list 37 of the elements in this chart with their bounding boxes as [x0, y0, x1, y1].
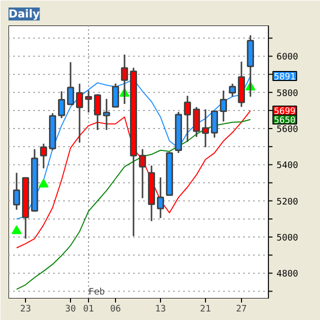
x-tick-label: 23 [20, 304, 32, 314]
text: 5699 [274, 107, 296, 118]
candlestick [156, 176, 164, 219]
candlestick [138, 148, 146, 199]
candlestick [102, 98, 110, 131]
candlestick [202, 108, 210, 148]
x-tick-label: 06 [110, 304, 121, 314]
x-tick-label: 21 [200, 304, 211, 314]
candlestick [112, 82, 120, 108]
x-tick-label: 13 [155, 304, 166, 314]
annotation: Feb [88, 288, 105, 298]
candlestick [85, 90, 92, 114]
point [38, 178, 49, 188]
y-tick-label: 6000 [276, 52, 298, 63]
chart-title: Daily [8, 8, 40, 20]
candlestick [210, 110, 218, 138]
x-tick-label: 01 [83, 304, 94, 314]
candlestick [58, 90, 66, 119]
x-tick-label: 27 [236, 304, 247, 314]
y-tick-label: 5000 [276, 234, 298, 244]
y-tick-label: 5200 [276, 197, 298, 208]
candlestick [184, 95, 192, 142]
candlestick [13, 172, 20, 210]
candlestick [228, 82, 236, 98]
candlestick [220, 90, 227, 122]
point [12, 225, 22, 234]
candlestick [120, 54, 128, 105]
y-tick-label: 5400 [276, 161, 298, 172]
y-tick-label: 5600 [276, 125, 298, 136]
text: 5891 [274, 72, 296, 82]
candlestick [40, 142, 48, 170]
x-tick-label: 30 [65, 304, 76, 314]
text: 5650 [274, 116, 296, 126]
candlestick [192, 106, 200, 138]
y-tick-label: 5800 [276, 88, 298, 99]
y-tick-label: 4800 [276, 270, 298, 280]
line-series [16, 75, 251, 220]
